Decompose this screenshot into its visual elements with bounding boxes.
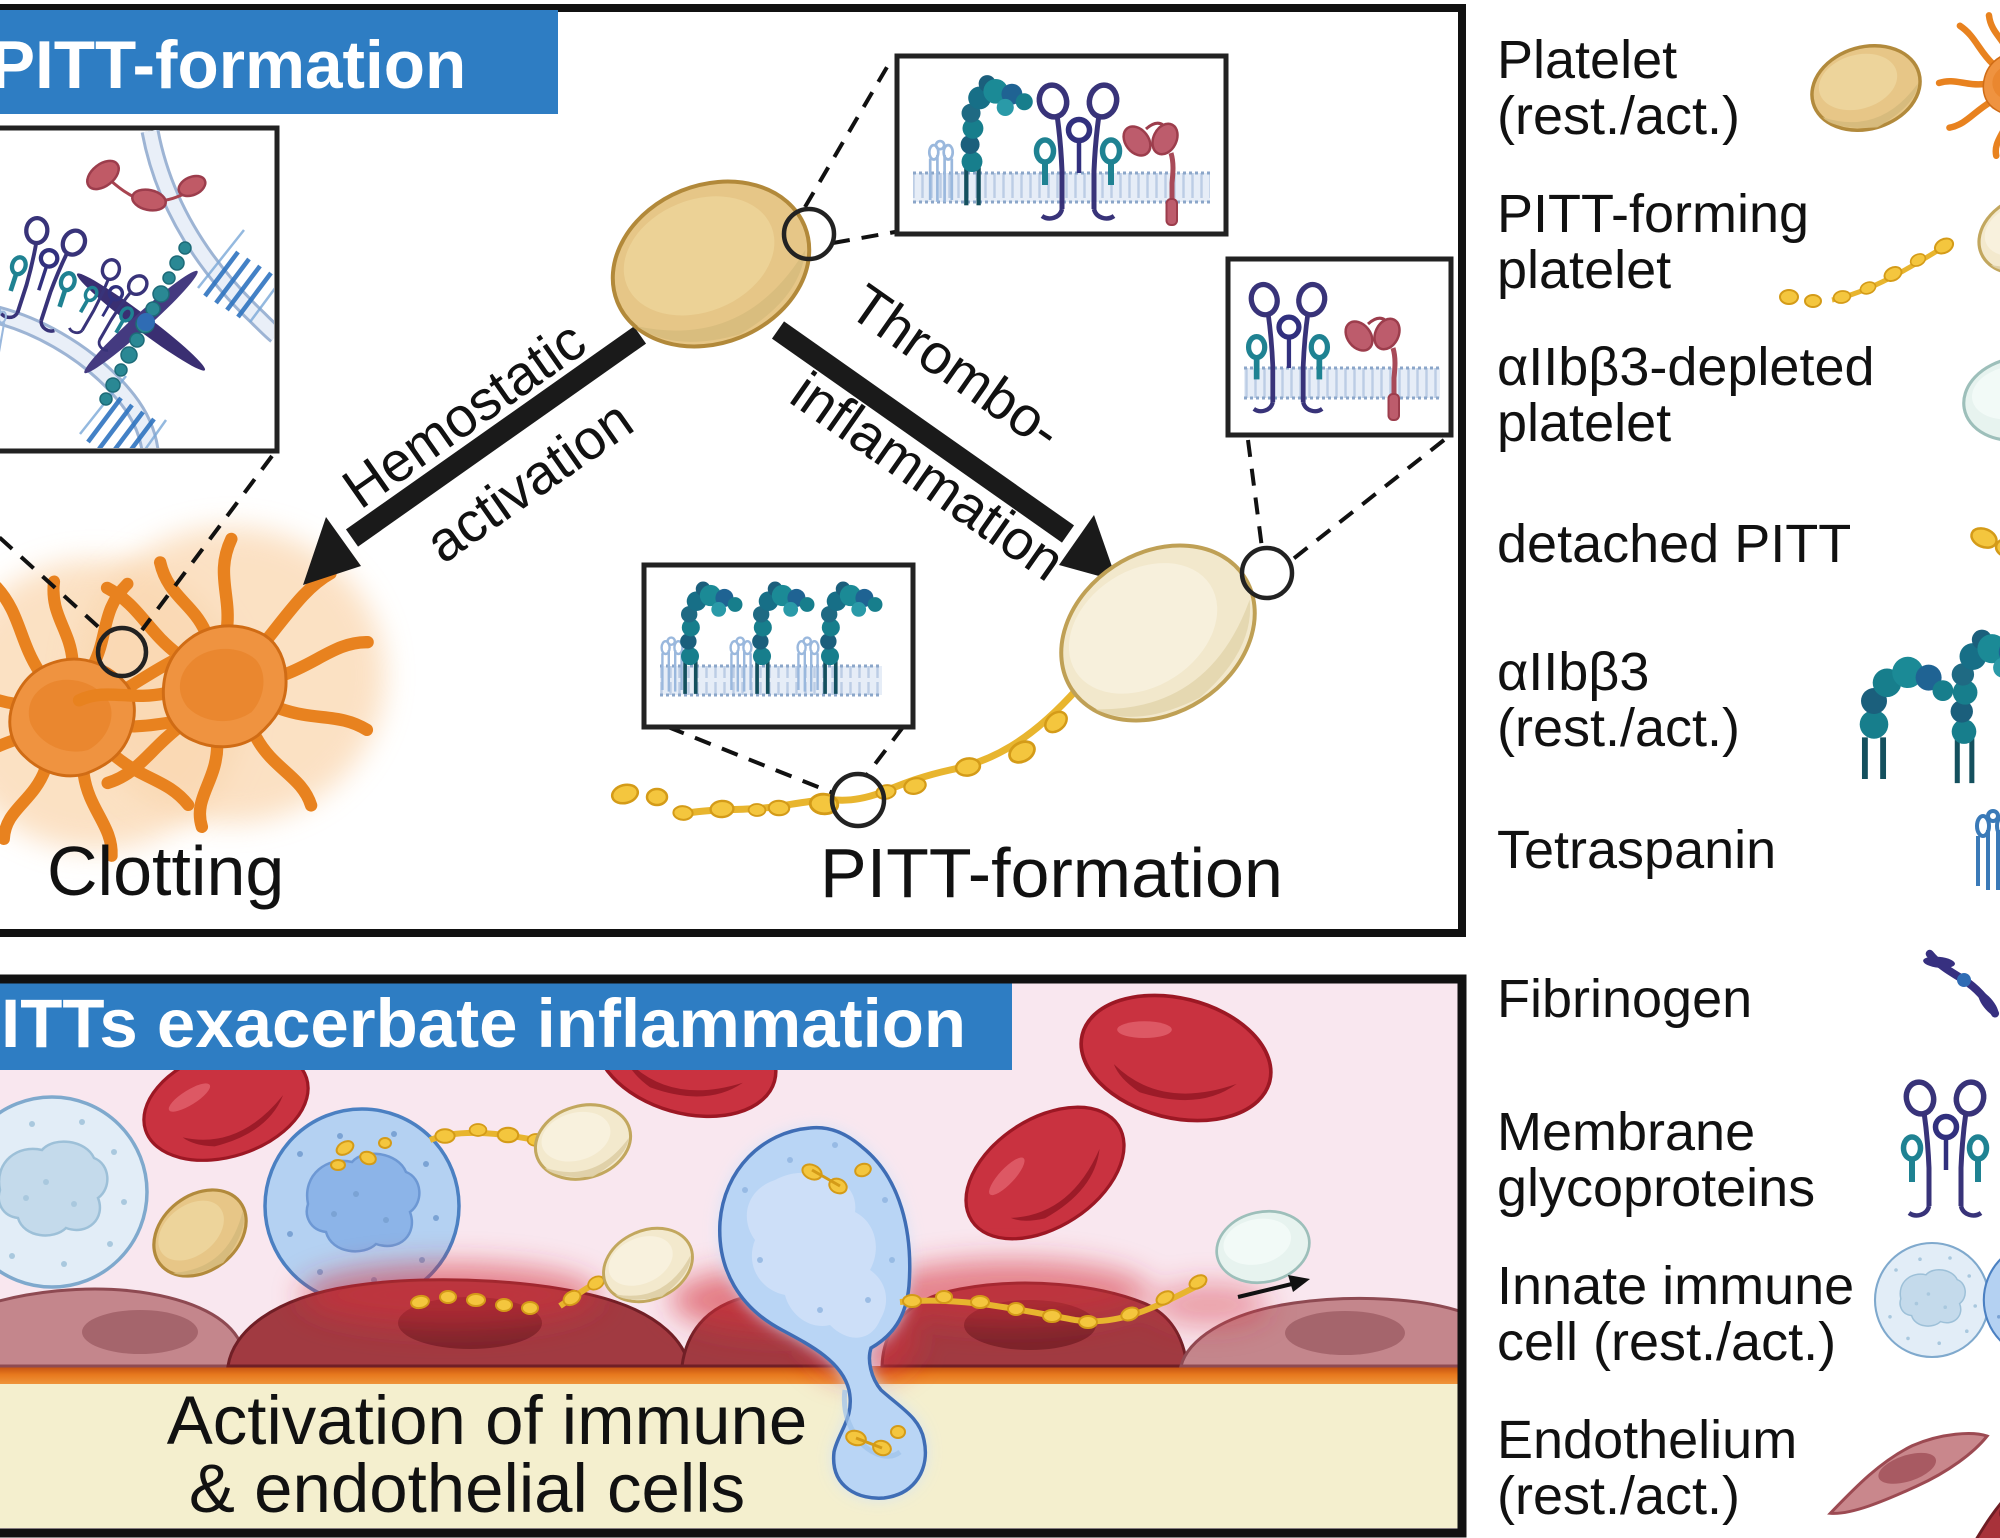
svg-text:Membrane: Membrane — [1497, 1102, 1755, 1162]
svg-text:glycoproteins: glycoproteins — [1497, 1158, 1815, 1218]
svg-text:Innate immune: Innate immune — [1497, 1256, 1854, 1316]
svg-text:platelet: platelet — [1497, 393, 1671, 453]
svg-text:PITT-formation: PITT-formation — [0, 28, 466, 103]
svg-text:cell (rest./act.): cell (rest./act.) — [1497, 1312, 1836, 1372]
svg-text:(rest./act.): (rest./act.) — [1497, 698, 1740, 758]
svg-text:PITT-formation: PITT-formation — [820, 834, 1283, 912]
svg-text:Endothelium: Endothelium — [1497, 1410, 1797, 1470]
svg-text:PITTs exacerbate inflammation: PITTs exacerbate inflammation — [0, 985, 966, 1062]
svg-text:αIIbβ3-depleted: αIIbβ3-depleted — [1497, 337, 1875, 397]
svg-text:(rest./act.): (rest./act.) — [1497, 86, 1740, 146]
svg-text:PITT-forming: PITT-forming — [1497, 184, 1809, 244]
svg-text:Activation of immune: Activation of immune — [167, 1382, 807, 1459]
svg-text:Clotting: Clotting — [47, 832, 284, 910]
svg-text:detached PITT: detached PITT — [1497, 514, 1851, 574]
svg-text:Fibrinogen: Fibrinogen — [1497, 969, 1752, 1029]
svg-text:Tetraspanin: Tetraspanin — [1497, 820, 1776, 880]
svg-text:αIIbβ3: αIIbβ3 — [1497, 642, 1649, 702]
svg-text:(rest./act.): (rest./act.) — [1497, 1466, 1740, 1526]
svg-text:platelet: platelet — [1497, 240, 1671, 300]
svg-text:Platelet: Platelet — [1497, 30, 1677, 90]
svg-text:& endothelial cells: & endothelial cells — [189, 1450, 745, 1527]
